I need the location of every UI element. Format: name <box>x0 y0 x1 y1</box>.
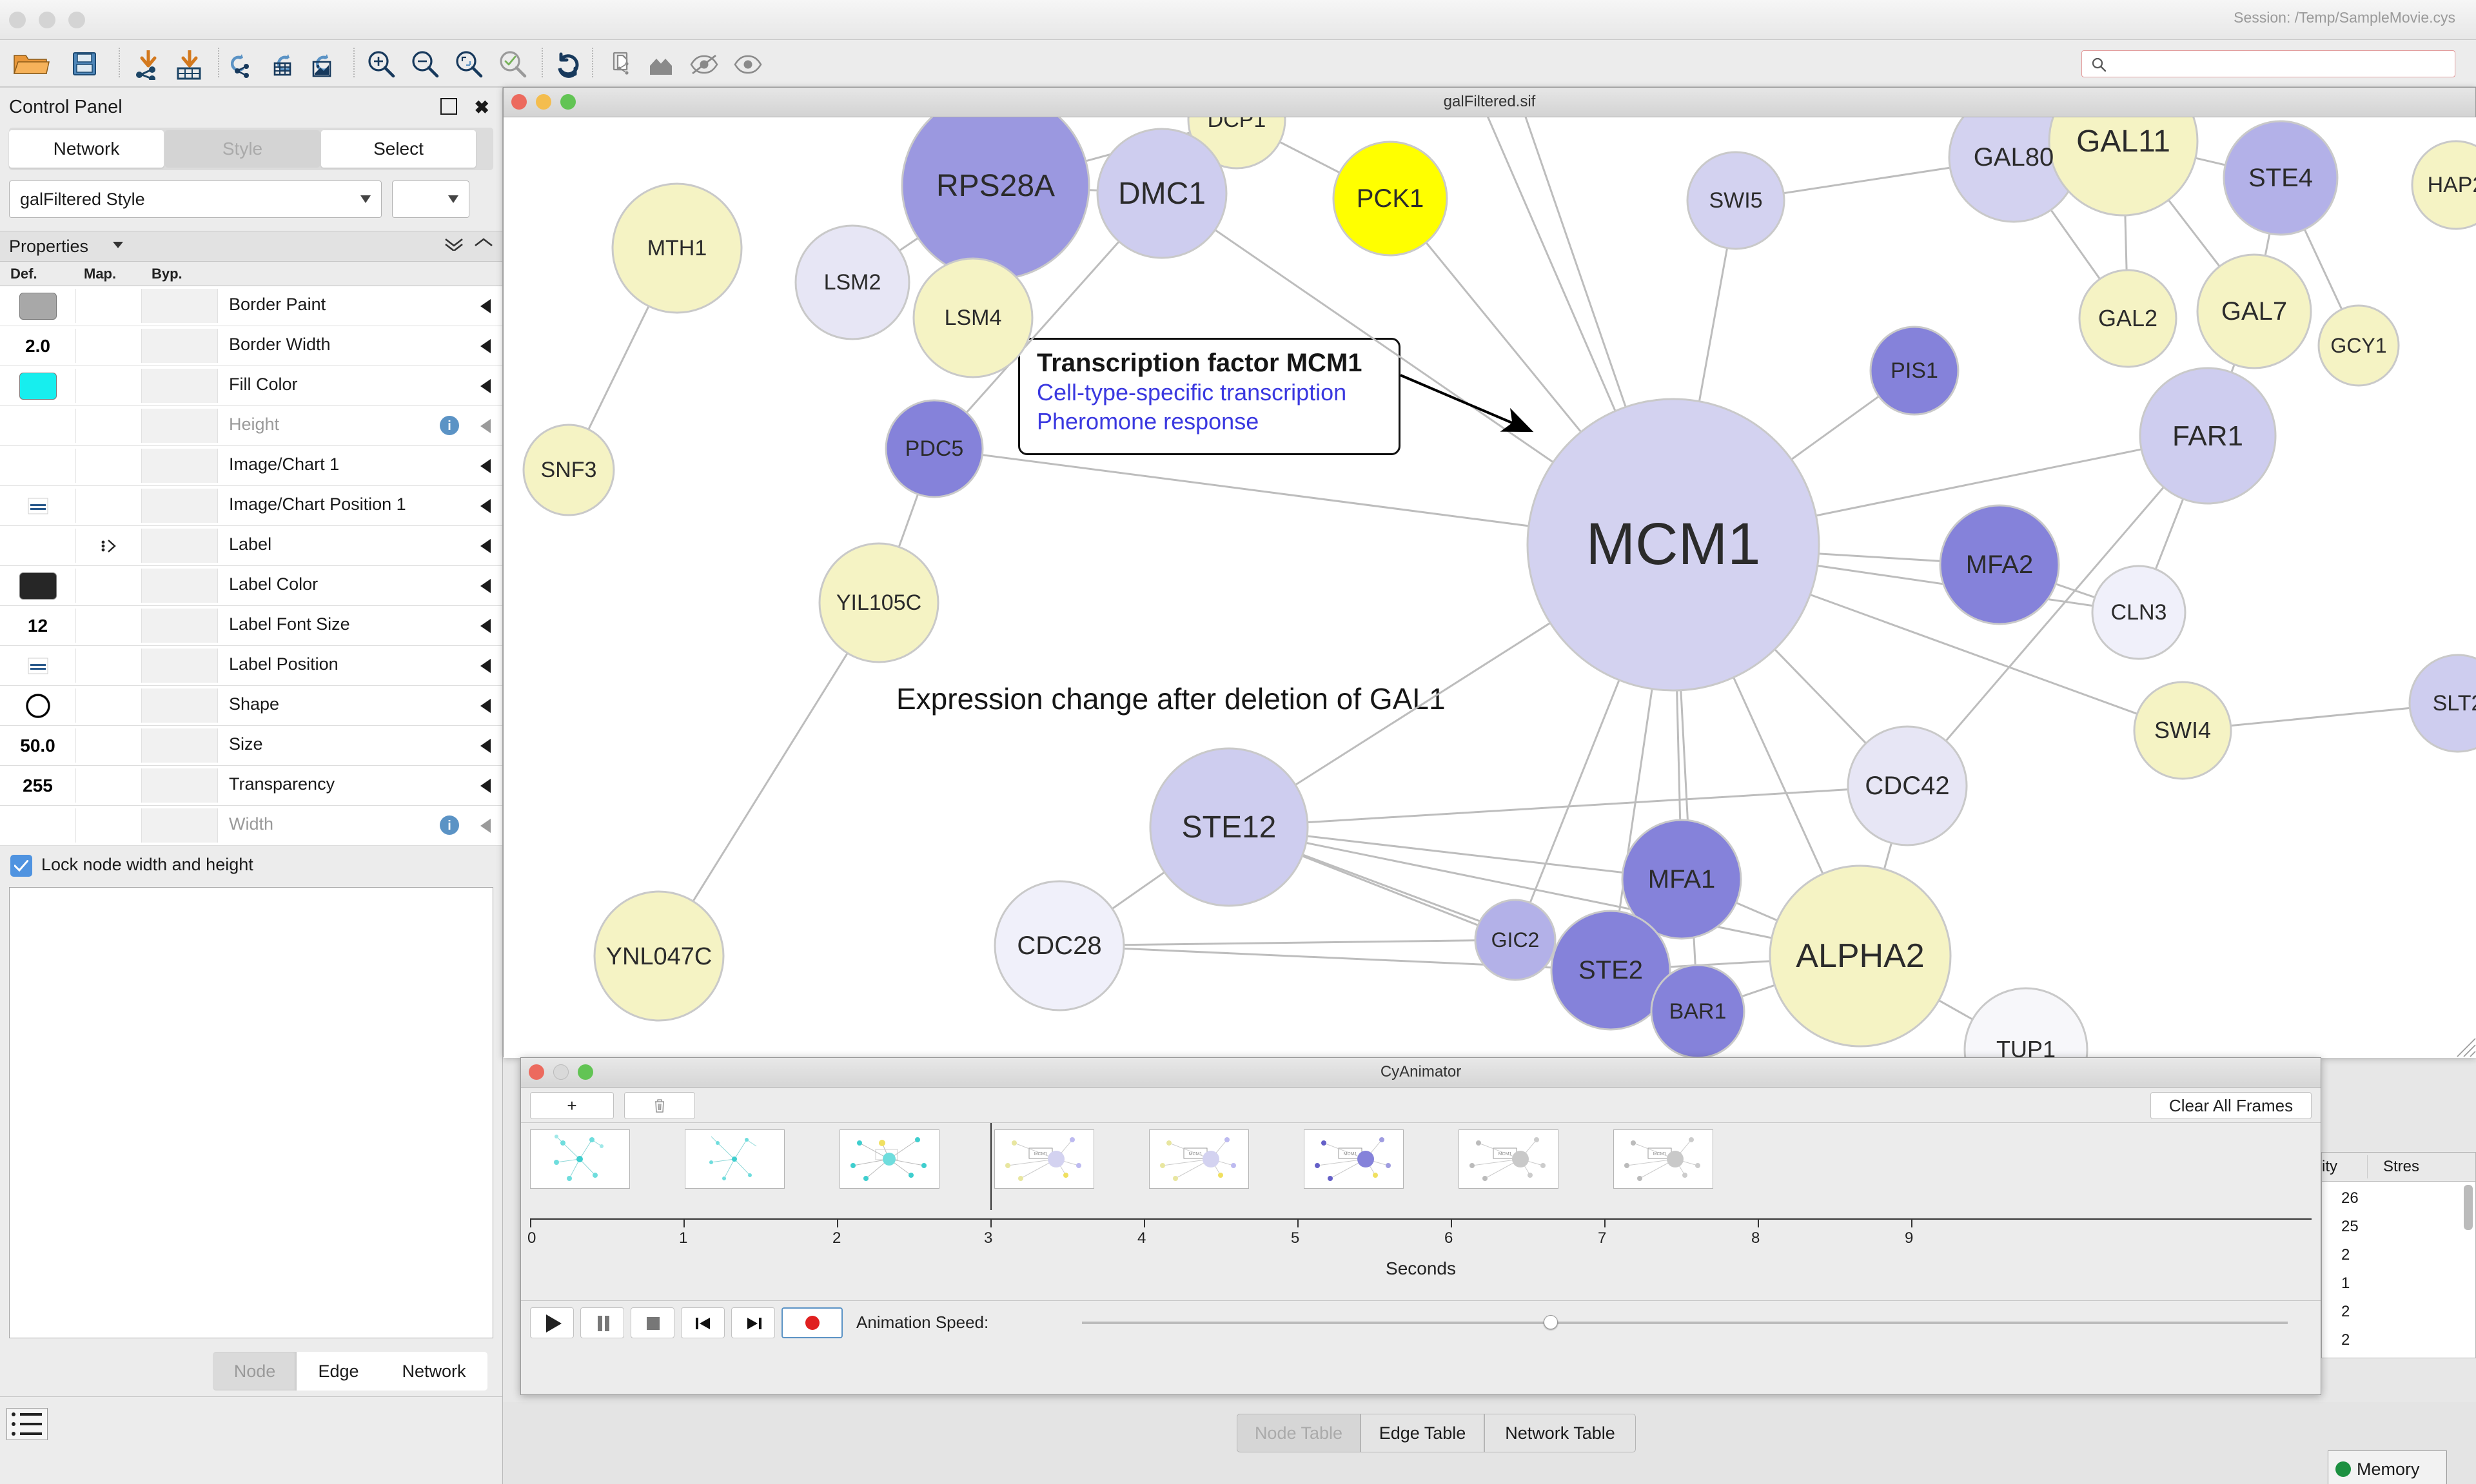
svg-text:MCM1: MCM1 <box>1498 1152 1512 1157</box>
svg-text:MCM1: MCM1 <box>1653 1152 1667 1157</box>
svg-text:MCM1: MCM1 <box>1344 1152 1357 1157</box>
svg-text:i: i <box>447 419 451 433</box>
svg-text:i: i <box>447 819 451 833</box>
svg-text:MCM1: MCM1 <box>1034 1152 1048 1157</box>
svg-text:MCM1: MCM1 <box>1189 1152 1203 1157</box>
